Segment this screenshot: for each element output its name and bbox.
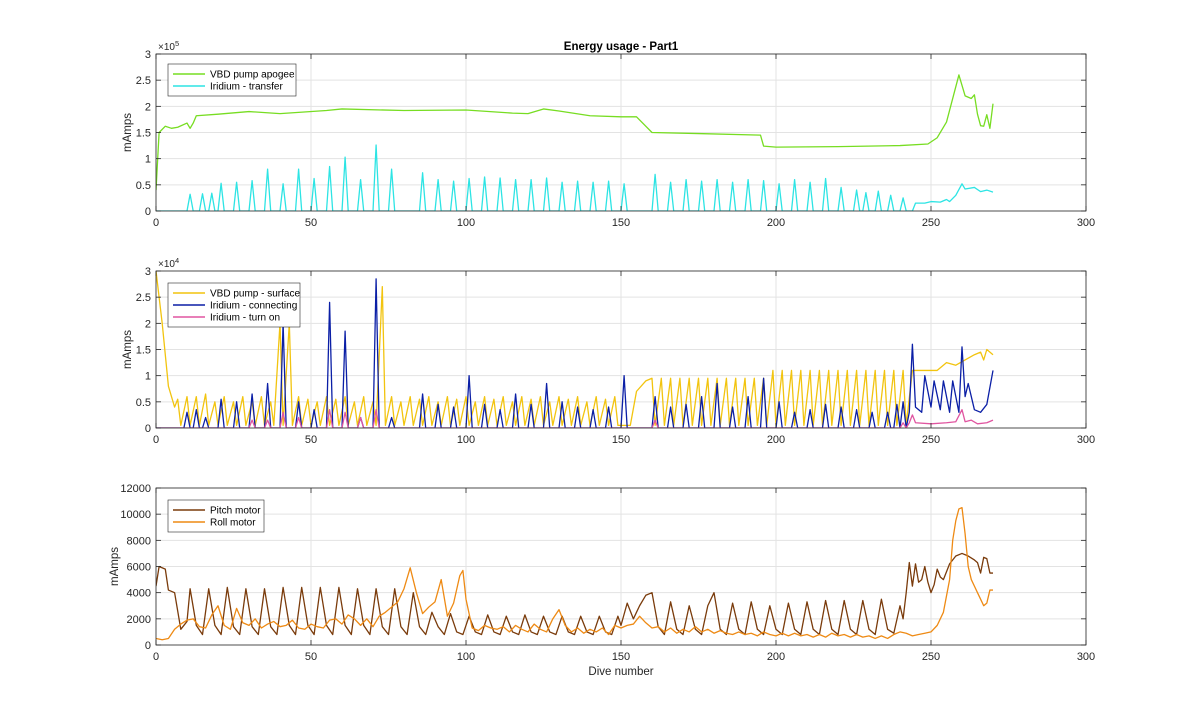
x-tick-label: 300: [1077, 217, 1095, 229]
legend-label-pitch-motor: Pitch motor: [210, 506, 261, 517]
x-tick-label: 300: [1077, 434, 1095, 446]
series-lines: [156, 74, 994, 211]
y-tick-label: 1.5: [136, 345, 151, 357]
y-tick-label: 12000: [120, 483, 151, 495]
y-tick-label: 0: [145, 640, 151, 652]
x-tick-label: 250: [922, 217, 940, 229]
chart-panel-vbd-surface-iridium-connecting: 0 50 100 150 200 250 300 0 0.5 1 1.5 2 2.5 3 ×104 mAmps…: [122, 256, 1095, 446]
chart-panel-vbd-apogee-iridium-transfer: 0 50 100 150 200 250 300 0 0.5 1 1.5 2 2.5 3 ×105 mAmps…: [122, 39, 1095, 229]
y-tick-label: 3: [145, 266, 151, 278]
y-tick-label: 6000: [127, 562, 151, 574]
y-tick-label: 4000: [127, 588, 151, 600]
x-tick-label: 150: [612, 217, 630, 229]
y-axis-multiplier: ×104: [158, 256, 179, 270]
y-tick-label: 0: [145, 206, 151, 218]
y-tick-label: 3: [145, 49, 151, 61]
x-tick-label: 0: [153, 217, 159, 229]
y-tick-label: 2.5: [136, 292, 151, 304]
series-line-iridium-turn-on: [156, 409, 994, 428]
x-axis-label: Dive number: [588, 666, 653, 678]
y-tick-label: 2000: [127, 614, 151, 626]
series-lines: [156, 506, 993, 641]
x-tick-label: 0: [153, 434, 159, 446]
x-tick-label: 100: [457, 651, 475, 663]
legend-box: [167, 63, 297, 97]
y-axis-label: mAmps: [109, 547, 121, 586]
legend-label-iridium-turn-on: Iridium - turn on: [210, 313, 280, 324]
x-tick-label: 250: [922, 651, 940, 663]
x-tick-label: 0: [153, 651, 159, 663]
y-tick-label: 10000: [120, 509, 151, 521]
chart-title: Energy usage - Part1: [564, 41, 679, 53]
x-tick-label: 100: [457, 217, 475, 229]
series-line-iridium-transfer: [156, 144, 994, 211]
x-tick-label: 50: [305, 217, 317, 229]
x-tick-label: 200: [767, 434, 785, 446]
series-line-vbd-pump-surface: [156, 270, 994, 427]
legend-label-iridium-transfer: Iridium - transfer: [210, 82, 283, 93]
x-tick-label: 200: [767, 651, 785, 663]
y-axis-label: mAmps: [122, 113, 134, 152]
series-line-pitch-motor: [156, 552, 993, 636]
y-tick-label: 0.5: [136, 397, 151, 409]
x-tick-label: 200: [767, 217, 785, 229]
chart-panel-pitch-roll-motor: 0 50 100 150 200 250 300 0 2000 4000 6000 8000 10000…: [109, 483, 1095, 663]
series-line-vbd-pump-apogee: [156, 74, 994, 191]
series-line-roll-motor: [156, 506, 993, 641]
x-tick-label: 300: [1077, 651, 1095, 663]
legend-label-vbd-pump-surface: VBD pump - surface: [210, 289, 300, 300]
y-tick-label: 2: [145, 101, 151, 113]
y-tick-label: 2.5: [136, 75, 151, 87]
x-tick-label: 100: [457, 434, 475, 446]
legend-label-vbd-pump-apogee: VBD pump apogee: [210, 70, 295, 81]
y-tick-label: 0.5: [136, 180, 151, 192]
x-tick-label: 50: [305, 651, 317, 663]
legend-box: [167, 499, 265, 533]
y-tick-label: 1: [145, 371, 151, 383]
y-tick-label: 8000: [127, 535, 151, 547]
legend-label-roll-motor: Roll motor: [210, 518, 256, 529]
y-tick-label: 2: [145, 318, 151, 330]
x-tick-label: 50: [305, 434, 317, 446]
series-lines: [156, 270, 994, 428]
y-tick-label: 0: [145, 423, 151, 435]
y-axis-multiplier: ×105: [158, 39, 179, 53]
y-axis-label: mAmps: [122, 330, 134, 369]
y-tick-label: 1.5: [136, 128, 151, 140]
series-line-iridium-connecting: [156, 278, 994, 428]
x-tick-label: 150: [612, 651, 630, 663]
y-tick-label: 1: [145, 154, 151, 166]
legend-label-iridium-connecting: Iridium - connecting: [210, 301, 297, 312]
x-tick-label: 150: [612, 434, 630, 446]
x-tick-label: 250: [922, 434, 940, 446]
